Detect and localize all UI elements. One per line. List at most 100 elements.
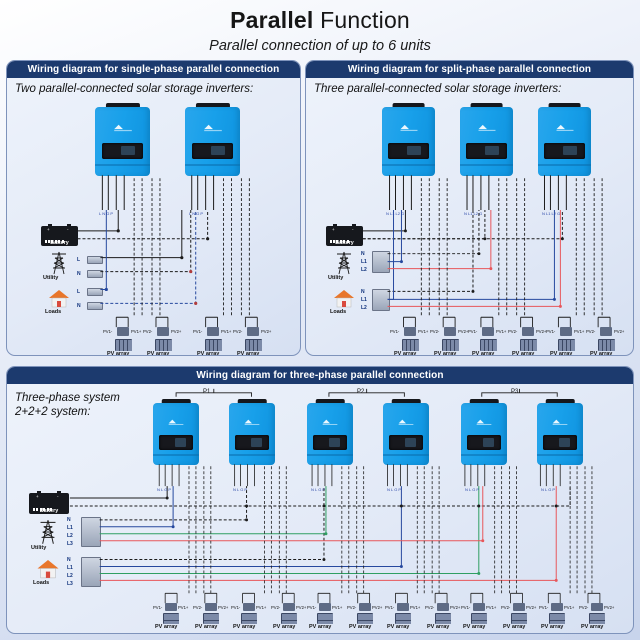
inverter-body [307,403,353,465]
pv-combiner-box [207,327,219,336]
pv-combiner-box [522,327,534,336]
caption-line-1: Three-phase system [15,392,120,404]
inverter-body [229,403,275,465]
pv-panel-icon [442,339,460,352]
inverter-lcd-screen [404,437,417,447]
inverter-body [95,107,150,176]
battery-label: Battery [335,240,354,246]
inverter-lcd-panel [388,435,424,451]
pv-combiner-box [437,603,449,611]
pv-neg-label: PV2- [501,605,511,610]
inverter-lcd-screen [250,437,263,447]
inverter-top-cap [469,399,499,404]
pv-array-label: PV array [147,351,170,356]
page-header: Parallel Function Parallel connection of… [0,0,640,54]
loads-terminal-N: N [67,557,71,563]
pv-neg-label: PV1- [539,605,549,610]
pv-neg-label: PV2- [579,605,589,610]
battery-minus-sign: - [67,227,69,232]
pv-pos-label: PV1+ [496,329,507,334]
pv-pos-label: PV2+ [526,605,537,610]
pv-array-label: PV array [581,624,604,630]
pv-pos-label: PV1+ [131,329,142,334]
pv-pos-label: PV1+ [574,329,585,334]
pv-combiner-box [551,603,563,611]
pv-neg-label: PV1- [307,605,317,610]
battery-label: Battery [50,240,69,246]
pv-pos-label: PV1+ [486,605,497,610]
utility-terminal-L1: L1 [361,259,367,265]
loads-label: Loads [330,309,347,315]
panel-split-phase-caption: Three parallel-connected solar storage i… [314,83,562,95]
pv-neg-label: PV1- [231,605,241,610]
house-loads-icon [35,559,61,580]
loads-terminal-L3: L3 [67,581,73,587]
inverter-terminal-labels: N L1 L2 G [542,211,561,216]
pv-pos-label: PV2+ [450,605,461,610]
pv-array-label: PV array [195,624,218,630]
pv-panel-icon [203,613,220,625]
battery-minus-sign: - [57,494,59,499]
pv-neg-label: PV1- [385,605,395,610]
pv-pos-label: PV1+ [410,605,421,610]
pv-panel-icon [511,613,528,625]
pv-neg-label: PV1- [468,329,478,334]
inverter-terminal-labels: N L G P [311,487,326,492]
phase-group-label-p3: P3 [511,389,519,395]
pv-panel-icon [402,339,420,352]
page-subtitle: Parallel connection of up to 6 units [209,38,431,54]
inverter-top-cap [545,399,575,404]
utility-terminal-N: N [361,251,365,257]
pv-combiner-box [473,603,485,611]
inverter-lcd-panel [466,435,502,451]
brand-logo-icon [397,417,415,427]
house-loads-icon [332,289,356,309]
inverter-top-cap [392,103,425,108]
inverter-lcd-panel [466,142,507,160]
inverter-top-cap [315,399,345,404]
pv-combiner-box [600,327,612,336]
battery-plus-sign: + [332,227,335,232]
pv-panel-icon [480,339,498,352]
inverter-lcd-screen [482,437,495,447]
inverter-unit [383,399,429,465]
inverter-seam [537,453,583,456]
wiring-single-phase [77,175,258,328]
pv-neg-label: PV1- [193,329,203,334]
loads-terminal-L1: L1 [361,297,367,303]
inverter-terminal-labels: N L G P [541,487,556,492]
utility-terminal-L: L [77,257,81,263]
brand-logo-icon [398,122,419,133]
inverter-terminal-labels: N L G P [233,487,248,492]
pv-array-label: PV array [309,624,332,630]
breaker-block [87,256,103,264]
pv-combiner-box [283,603,295,611]
pv-array-label: PV array [155,624,178,630]
pv-panel-icon [357,613,374,625]
utility-terminal-L2: L2 [361,267,367,273]
inverter-seam [95,163,150,166]
battery-icon: + - Battery [326,224,363,246]
inverter-terminal-labels: N L G P [465,487,480,492]
panel-split-phase: Wiring diagram for split-phase parallel … [305,60,634,356]
inverter-lcd-screen [210,145,226,156]
inverter-seam [382,163,435,166]
pv-array-label: PV array [387,624,410,630]
inverter-body [185,107,240,176]
inverter-lcd-screen [406,145,421,156]
battery-plus-sign: + [47,227,50,232]
pv-array-label: PV array [427,624,450,630]
loads-terminal-N: N [77,303,81,309]
pv-panel-icon [281,613,298,625]
inverter-unit [537,399,583,465]
pv-neg-label: PV2- [193,605,203,610]
pv-panel-icon [520,339,538,352]
inverter-unit [461,399,507,465]
pv-pos-label: PV2+ [218,605,229,610]
inverter-body [538,107,591,176]
pv-panel-icon [245,339,263,352]
pv-combiner-box [243,603,255,611]
pv-panel-icon [435,613,452,625]
pv-array-label: PV array [512,351,535,356]
pv-panel-icon [115,339,133,352]
